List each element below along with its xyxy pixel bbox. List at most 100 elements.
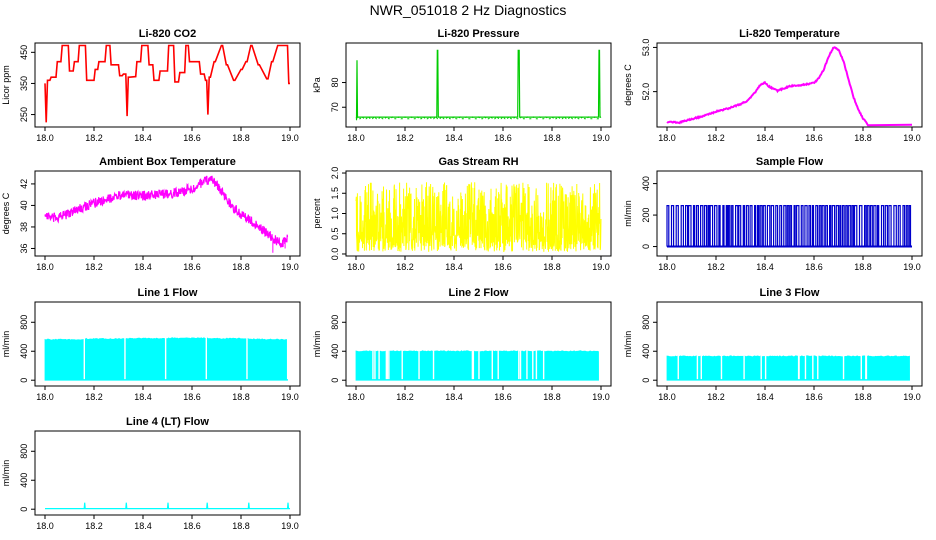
series-line: [44, 44, 290, 123]
y-tick-label: 400: [19, 344, 29, 359]
gap-mark: [418, 349, 420, 380]
x-tick-label: 18.8: [854, 133, 872, 143]
gap-mark: [497, 349, 499, 380]
y-tick-label: 450: [19, 45, 29, 60]
y-axis-label: degrees C: [623, 64, 633, 106]
series-line: [355, 49, 601, 121]
y-tick-label: 0: [641, 378, 651, 383]
y-axis-label: ml/min: [1, 460, 11, 487]
panel-title: Gas Stream RH: [438, 156, 518, 168]
plot-frame: [656, 170, 923, 257]
x-tick-label: 18.0: [658, 133, 676, 143]
y-tick-label: 800: [19, 315, 29, 330]
panel-title: Line 3 Flow: [760, 287, 820, 299]
x-tick-label: 19.0: [281, 262, 299, 272]
y-axis-label: ml/min: [312, 331, 322, 358]
x-tick-label: 19.0: [592, 262, 610, 272]
series-area: [666, 355, 910, 381]
series-plot: [45, 502, 290, 510]
gap-mark: [385, 349, 388, 380]
y-tick-label: 800: [641, 315, 651, 330]
panel-4: Ambient Box Temperature degrees C 18.0 18.2…: [1, 156, 301, 272]
y-tick-label: 70: [330, 102, 340, 112]
panel-title: Sample Flow: [756, 156, 824, 168]
series-line: [666, 46, 913, 127]
x-tick-label: 18.4: [134, 521, 152, 531]
x-tick-label: 18.4: [134, 392, 152, 402]
panel-8: Line 2 Flow ml/min 18.0 18.2 18.4 18.6 18.8 19.…: [312, 287, 612, 402]
y-tick-label: 800: [330, 315, 340, 330]
x-tick-label: 18.0: [36, 521, 54, 531]
panel-title: Li-820 Pressure: [438, 28, 520, 40]
panel-title: Li-820 CO2: [139, 28, 196, 40]
series-line: [44, 175, 289, 248]
y-tick-label: 200: [641, 208, 651, 223]
gap-mark: [798, 354, 800, 380]
x-tick-label: 18.8: [854, 262, 872, 272]
gap-mark: [83, 336, 85, 380]
x-tick-label: 18.4: [445, 262, 463, 272]
x-tick-label: 19.0: [592, 133, 610, 143]
y-tick-label: 1.0: [330, 207, 340, 220]
x-tick-label: 18.8: [232, 133, 250, 143]
gap-mark: [124, 336, 126, 380]
x-tick-label: 18.0: [36, 392, 54, 402]
x-tick-label: 18.6: [494, 392, 512, 402]
x-tick-label: 18.0: [347, 133, 365, 143]
gap-mark: [388, 349, 390, 380]
y-axis-label: degrees C: [1, 192, 11, 234]
gap-mark: [401, 349, 403, 380]
gap-mark: [205, 336, 208, 380]
page-title: NWR_051018 2 Hz Diagnostics: [369, 2, 567, 18]
series-line: [666, 205, 912, 248]
gap-mark: [764, 354, 767, 380]
x-tick-label: 18.8: [543, 133, 561, 143]
x-tick-label: 18.0: [36, 262, 54, 272]
x-tick-label: 18.6: [183, 521, 201, 531]
gap-mark: [542, 349, 545, 380]
x-tick-label: 19.0: [281, 133, 299, 143]
x-tick-label: 18.8: [232, 262, 250, 272]
y-tick-label: 400: [641, 176, 651, 191]
panel-1: Li-820 CO2 Licor ppm 18.0 18.2 18.4 18.6 18.8 1…: [1, 28, 301, 143]
x-tick-label: 18.6: [494, 133, 512, 143]
series-plot: [355, 349, 599, 381]
gap-mark: [760, 354, 762, 380]
gap-mark: [478, 349, 480, 380]
x-tick-label: 18.8: [232, 521, 250, 531]
gap-mark: [842, 354, 845, 380]
x-tick-label: 18.8: [543, 262, 561, 272]
gap-mark: [286, 336, 289, 380]
y-axis-label: ml/min: [623, 200, 633, 227]
x-tick-label: 18.6: [805, 262, 823, 272]
plot-frame: [345, 42, 612, 128]
gap-mark: [471, 349, 474, 380]
series-line: [355, 182, 602, 253]
gap-mark: [817, 354, 819, 380]
y-tick-label: 36: [19, 243, 29, 253]
x-tick-label: 18.4: [756, 133, 774, 143]
gap-mark: [720, 354, 723, 380]
x-tick-label: 18.4: [756, 262, 774, 272]
x-tick-label: 18.2: [396, 262, 414, 272]
y-tick-label: 400: [641, 344, 651, 359]
plot-frame: [34, 42, 301, 128]
series-plot: [355, 49, 602, 121]
y-tick-label: 250: [19, 107, 29, 122]
x-tick-label: 18.6: [805, 133, 823, 143]
baseline-ripple: [355, 116, 602, 120]
gap-mark: [526, 349, 528, 380]
plot-frame: [656, 42, 923, 128]
gap-mark: [743, 354, 745, 380]
panel-7: Line 1 Flow ml/min 18.0 18.2 18.4 18.6 18.8 19.…: [1, 287, 301, 402]
y-axis-label: ml/min: [623, 331, 633, 358]
panel-title: Line 1 Flow: [138, 287, 198, 299]
x-tick-label: 18.2: [707, 133, 725, 143]
x-tick-label: 19.0: [903, 392, 921, 402]
x-tick-label: 18.2: [85, 392, 103, 402]
x-tick-label: 18.2: [85, 133, 103, 143]
y-tick-label: 400: [19, 473, 29, 488]
gap-mark: [677, 354, 679, 380]
panel-3: Li-820 Temperature degrees C 18.0 18.2 18.4 1…: [623, 28, 923, 143]
